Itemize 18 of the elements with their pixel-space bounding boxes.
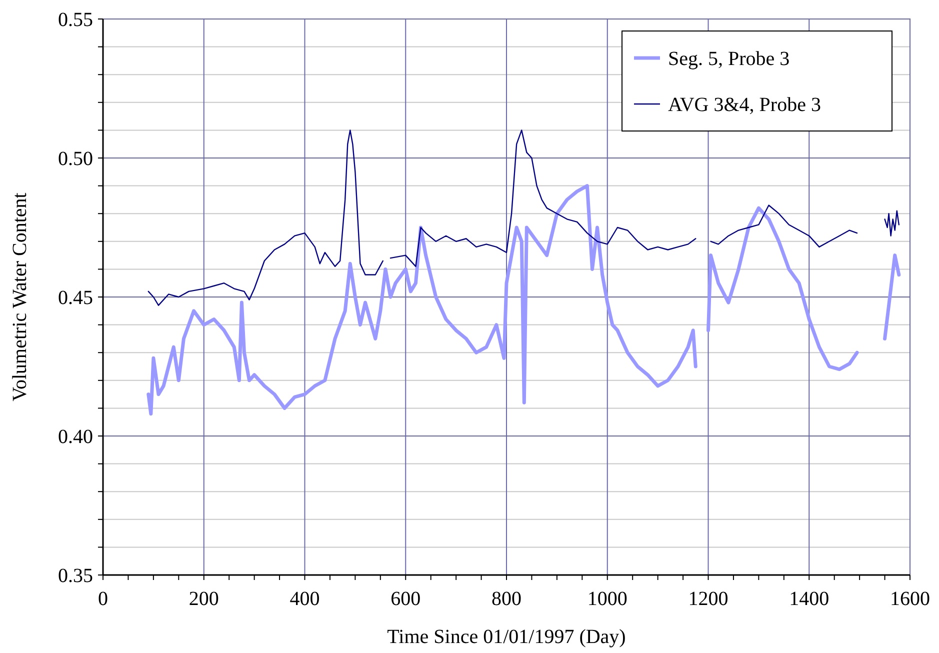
- legend-label: Seg. 5, Probe 3: [668, 48, 790, 70]
- y-tick-label: 0.40: [58, 426, 93, 448]
- y-tick-label: 0.35: [58, 565, 93, 587]
- x-tick-label: 1000: [587, 588, 628, 610]
- x-tick-label: 1400: [789, 588, 830, 610]
- y-axis-title: Volumetric Water Content: [9, 192, 31, 402]
- x-tick-label: 200: [188, 588, 219, 610]
- x-tick-label: 0: [98, 588, 108, 610]
- x-tick-label: 1200: [688, 588, 728, 610]
- x-tick-label: 400: [290, 588, 320, 610]
- y-tick-label: 0.50: [58, 148, 93, 170]
- x-tick-label: 600: [390, 588, 421, 610]
- y-tick-label: 0.45: [58, 287, 93, 309]
- x-tick-label: 1600: [890, 588, 930, 610]
- x-tick-label: 800: [492, 588, 522, 610]
- x-axis-title: Time Since 01/01/1997 (Day): [387, 626, 626, 648]
- y-tick-label: 0.55: [58, 9, 93, 31]
- legend-label: AVG 3&4, Probe 3: [668, 94, 821, 116]
